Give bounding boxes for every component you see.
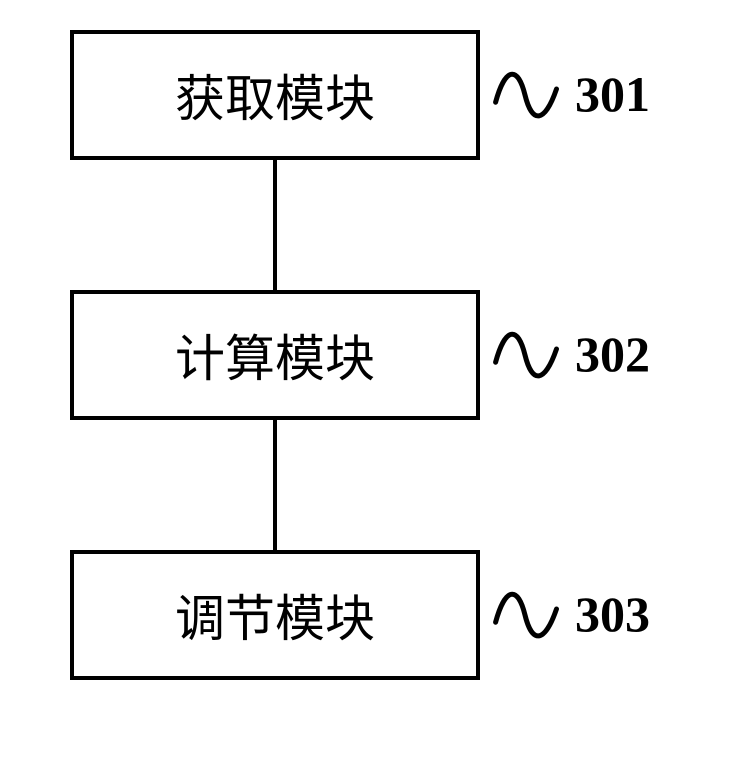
node-label: 调节模块 [175, 579, 375, 651]
flowchart-edge [273, 160, 277, 290]
flowchart-edge [273, 420, 277, 550]
flowchart-node-n3: 调节模块 [70, 550, 480, 680]
node-label: 计算模块 [175, 319, 375, 391]
node-number: 301 [575, 65, 650, 123]
connector-squiggle-icon [490, 325, 560, 385]
flowchart-node-n2: 计算模块 [70, 290, 480, 420]
connector-squiggle-icon [490, 65, 560, 125]
node-label: 获取模块 [175, 59, 375, 131]
connector-squiggle-icon [490, 585, 560, 645]
node-number: 303 [575, 585, 650, 643]
node-number: 302 [575, 325, 650, 383]
flowchart-node-n1: 获取模块 [70, 30, 480, 160]
flowchart-canvas: 获取模块 301 计算模块 302 调节模块 303 [0, 0, 741, 761]
